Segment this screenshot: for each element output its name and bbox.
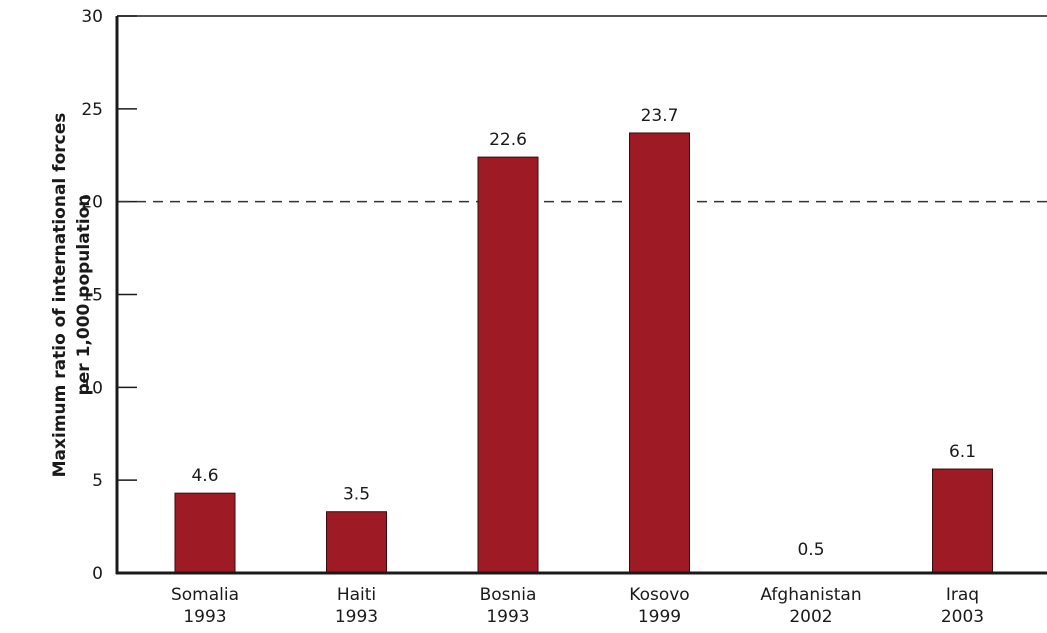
y-tick-label: 10 [81,378,103,398]
y-tick-label: 5 [92,471,103,491]
category-label-line: Afghanistan [760,585,861,605]
y-tick-label: 30 [81,7,103,27]
bar [326,511,387,574]
category-label: Haiti 1993 [335,585,378,627]
y-tick-label: 25 [81,100,103,120]
bars-group [174,132,993,574]
category-label-line: 1999 [638,607,681,627]
category-label-line: Bosnia [480,585,537,605]
y-tick-label: 15 [81,286,103,306]
data-label: 3.5 [343,485,370,505]
category-label-line: 2002 [789,607,832,627]
y-axis-title-line: per 1,000 population [74,195,94,396]
bar [477,156,539,574]
category-label-line: 1993 [486,607,529,627]
category-label-line: Kosovo [629,585,689,605]
bar [629,132,690,574]
data-label: 4.6 [191,466,218,486]
y-axis-ticks: 0 5 10 15 20 25 30 [81,7,137,584]
axes-group [115,15,1047,575]
category-label: Iraq 2003 [941,585,984,627]
category-label-line: 1993 [183,607,226,627]
category-label-line: Haiti [337,585,376,605]
category-label: Bosnia 1993 [480,585,537,627]
bar [932,468,993,574]
category-label-line: 2003 [941,607,984,627]
y-axis-title-line: Maximum ratio of international forces [50,113,70,478]
category-label-line: Iraq [946,585,979,605]
data-label: 0.5 [797,540,824,560]
y-axis-title-text: Maximum ratio of international forces per… [50,113,94,478]
data-label: 23.7 [641,106,679,126]
y-tick-label: 0 [92,564,103,584]
data-label: 22.6 [489,130,527,150]
category-label-line: Somalia [171,585,239,605]
data-label: 6.1 [949,442,976,462]
y-axis-title: Maximum ratio of international forces per… [50,113,94,478]
category-label: Afghanistan 2002 [760,585,861,627]
y-tick-label: 20 [81,193,103,213]
category-label: Somalia 1993 [171,585,239,627]
bar [174,492,236,574]
data-labels-group: 4.6 3.5 22.6 23.7 0.5 6.1 [191,106,976,560]
category-label: Kosovo 1999 [629,585,689,627]
category-label-line: 1993 [335,607,378,627]
